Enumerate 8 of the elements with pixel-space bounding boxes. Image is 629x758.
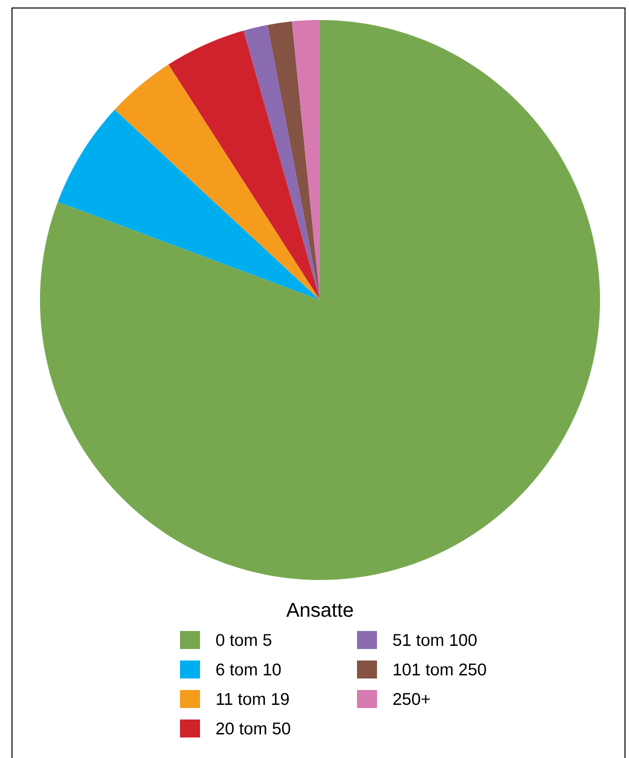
legend-label: 51 tom 100 [393,634,477,646]
legend-label: 101 tom 250 [394,663,486,676]
legend-label: 11 tom 19 [216,692,289,705]
legend-label: 6 tom 10 [216,663,281,676]
legend-title: Ansatte [286,603,353,617]
legend-label: 0 tom 5 [216,634,272,646]
legend-label: 250+ [393,692,430,705]
legend-label: 20 tom 50 [216,722,290,734]
